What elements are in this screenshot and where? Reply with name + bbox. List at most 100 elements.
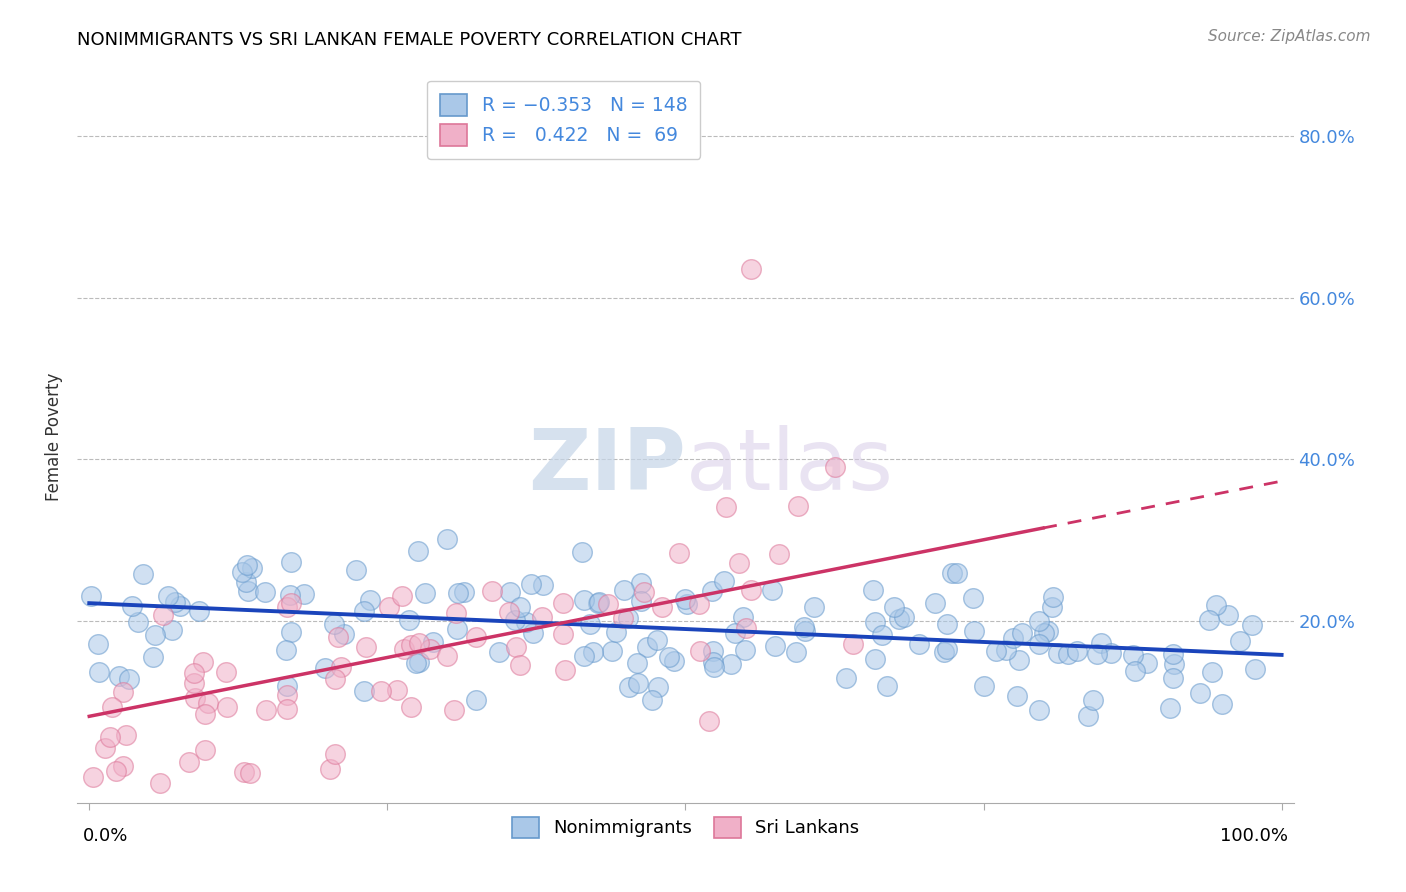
Point (657, 650, 679, 665)
Point (1099, 646, 1122, 660)
Point (1081, 693, 1104, 707)
Point (378, 599, 401, 614)
Point (280, 555, 302, 569)
Point (1002, 631, 1025, 645)
Point (231, 565, 253, 579)
Point (994, 643, 1017, 657)
Point (330, 660, 353, 674)
Point (1028, 615, 1050, 629)
Point (713, 574, 735, 589)
Point (1161, 671, 1184, 685)
Point (673, 591, 696, 606)
Point (740, 583, 762, 598)
Point (115, 728, 138, 742)
Point (121, 599, 143, 613)
Point (179, 756, 201, 770)
Point (688, 597, 710, 611)
Point (834, 671, 856, 685)
Point (131, 566, 153, 581)
Point (165, 595, 187, 609)
Point (505, 640, 527, 654)
Point (1244, 662, 1267, 676)
Point (733, 610, 755, 624)
Point (443, 703, 465, 717)
Point (235, 574, 257, 589)
Point (328, 630, 350, 644)
Point (453, 585, 475, 599)
Point (183, 666, 205, 681)
Point (842, 637, 865, 651)
Point (630, 593, 652, 607)
Point (160, 623, 183, 637)
Point (793, 620, 815, 634)
Text: 0.0%: 0.0% (83, 827, 129, 845)
Point (408, 636, 430, 650)
Point (276, 702, 298, 716)
Point (763, 640, 786, 654)
Point (1008, 653, 1031, 667)
Point (720, 657, 742, 671)
Point (503, 613, 526, 627)
Point (761, 583, 783, 598)
Point (391, 589, 413, 603)
Point (572, 593, 595, 607)
Point (98, 731, 121, 745)
Legend: Nonimmigrants, Sri Lankans: Nonimmigrants, Sri Lankans (505, 810, 866, 845)
Point (323, 673, 346, 687)
Point (893, 609, 915, 624)
Point (697, 714, 720, 728)
Point (1218, 608, 1240, 623)
Point (142, 650, 165, 665)
Point (498, 605, 520, 619)
Point (184, 690, 207, 705)
Point (572, 649, 595, 664)
Point (419, 641, 441, 656)
Point (1159, 701, 1181, 715)
Point (863, 652, 886, 666)
Point (188, 605, 211, 619)
Point (278, 588, 301, 602)
Point (354, 640, 377, 654)
Point (488, 645, 510, 659)
Point (332, 627, 354, 641)
Point (215, 665, 238, 679)
Point (183, 675, 205, 690)
Point (217, 700, 239, 714)
Point (984, 644, 1007, 658)
Point (280, 595, 302, 609)
Point (664, 653, 686, 667)
Point (1036, 624, 1059, 638)
Point (876, 679, 898, 693)
Point (1028, 637, 1050, 651)
Point (1123, 665, 1146, 679)
Point (824, 459, 846, 474)
Point (436, 648, 458, 663)
Point (887, 612, 910, 626)
Point (1057, 647, 1080, 661)
Point (436, 532, 458, 546)
Point (962, 591, 984, 606)
Point (600, 644, 623, 658)
Point (276, 679, 298, 693)
Point (863, 615, 886, 629)
Point (1028, 703, 1050, 717)
Point (703, 659, 725, 673)
Point (734, 642, 756, 657)
Point (1122, 648, 1144, 662)
Point (582, 645, 605, 659)
Point (727, 557, 749, 571)
Point (612, 611, 634, 625)
Point (647, 681, 669, 695)
Point (152, 607, 174, 622)
Point (408, 655, 430, 669)
Point (735, 621, 758, 635)
Point (253, 585, 276, 599)
Point (127, 615, 149, 630)
Point (553, 596, 575, 610)
Point (586, 596, 609, 610)
Point (908, 637, 931, 651)
Point (571, 545, 593, 559)
Point (499, 585, 522, 599)
Text: NONIMMIGRANTS VS SRI LANKAN FEMALE POVERTY CORRELATION CHART: NONIMMIGRANTS VS SRI LANKAN FEMALE POVER… (77, 31, 742, 49)
Point (1042, 600, 1064, 615)
